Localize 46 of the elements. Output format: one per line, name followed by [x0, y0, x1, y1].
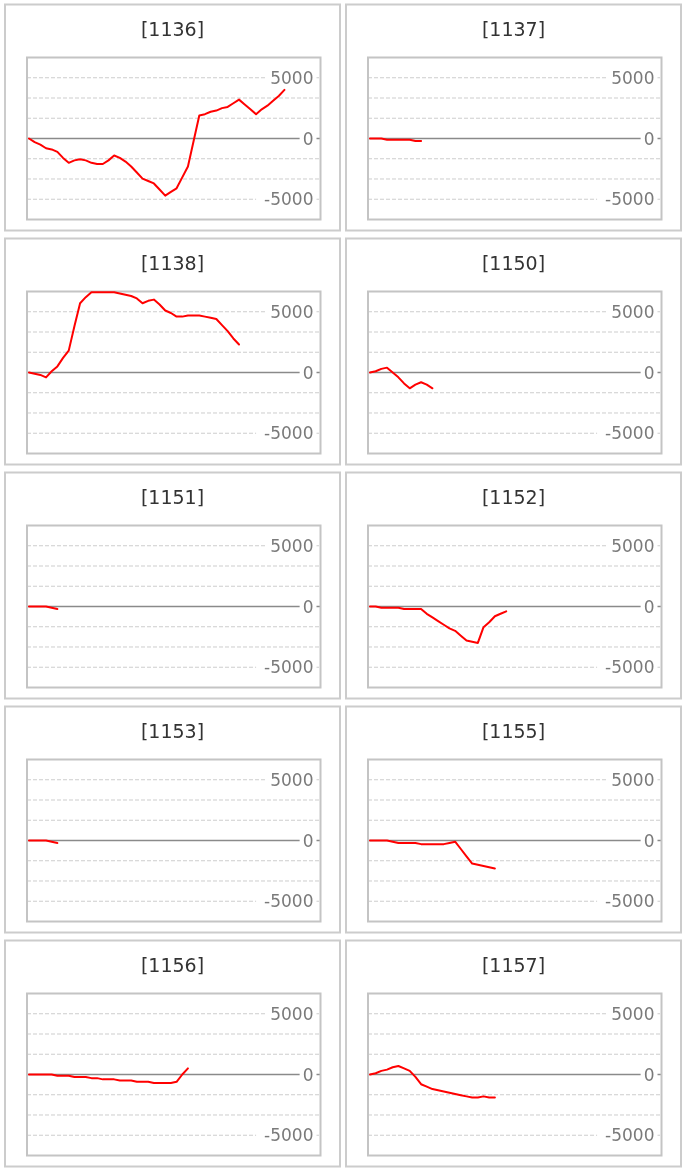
line-series — [369, 839, 496, 870]
y-tick-label: 0 — [643, 1064, 655, 1085]
y-tick-label: -5000 — [605, 423, 655, 444]
y-tick-label: 0 — [302, 128, 314, 149]
chart-title: [1138] — [140, 251, 205, 274]
y-tick-label: 5000 — [270, 67, 314, 88]
y-tick-label: -5000 — [264, 423, 314, 444]
y-tick-label: -5000 — [264, 1125, 314, 1146]
y-tick-label: 5000 — [611, 1003, 655, 1024]
y-tick-label: -5000 — [605, 891, 655, 912]
chart-title: [1155] — [481, 719, 546, 742]
y-tick-label: 0 — [643, 830, 655, 851]
y-tick-label: 5000 — [611, 67, 655, 88]
y-tick-label: 5000 — [611, 301, 655, 322]
chart-title: [1137] — [481, 17, 546, 40]
y-tick-label: 5000 — [611, 769, 655, 790]
y-tick-label: 5000 — [270, 769, 314, 790]
y-tick-label: -5000 — [605, 1125, 655, 1146]
y-tick-label: 0 — [302, 362, 314, 383]
y-tick-label: 0 — [643, 596, 655, 617]
y-tick-label: 0 — [643, 362, 655, 383]
chart-title: [1153] — [140, 719, 205, 742]
y-tick-label: -5000 — [264, 657, 314, 678]
line-series — [369, 1064, 496, 1099]
chart-title: [1157] — [481, 953, 546, 976]
chart-title: [1156] — [140, 953, 205, 976]
chart-title: [1151] — [140, 485, 205, 508]
chart-title: [1152] — [481, 485, 546, 508]
y-tick-label: 0 — [643, 128, 655, 149]
y-tick-label: -5000 — [264, 189, 314, 210]
line-series — [28, 291, 241, 379]
chart-title: [1136] — [140, 17, 205, 40]
y-tick-label: 0 — [302, 596, 314, 617]
line-series — [369, 366, 434, 390]
line-series — [28, 1067, 189, 1085]
line-series — [369, 605, 508, 644]
y-tick-label: -5000 — [264, 891, 314, 912]
y-tick-label: 0 — [302, 830, 314, 851]
y-tick-label: 0 — [302, 1064, 314, 1085]
chart-title: [1150] — [481, 251, 546, 274]
y-tick-label: 5000 — [270, 301, 314, 322]
y-tick-label: -5000 — [605, 189, 655, 210]
y-tick-label: 5000 — [611, 535, 655, 556]
y-tick-label: -5000 — [605, 657, 655, 678]
y-tick-label: 5000 — [270, 535, 314, 556]
y-tick-label: 5000 — [270, 1003, 314, 1024]
